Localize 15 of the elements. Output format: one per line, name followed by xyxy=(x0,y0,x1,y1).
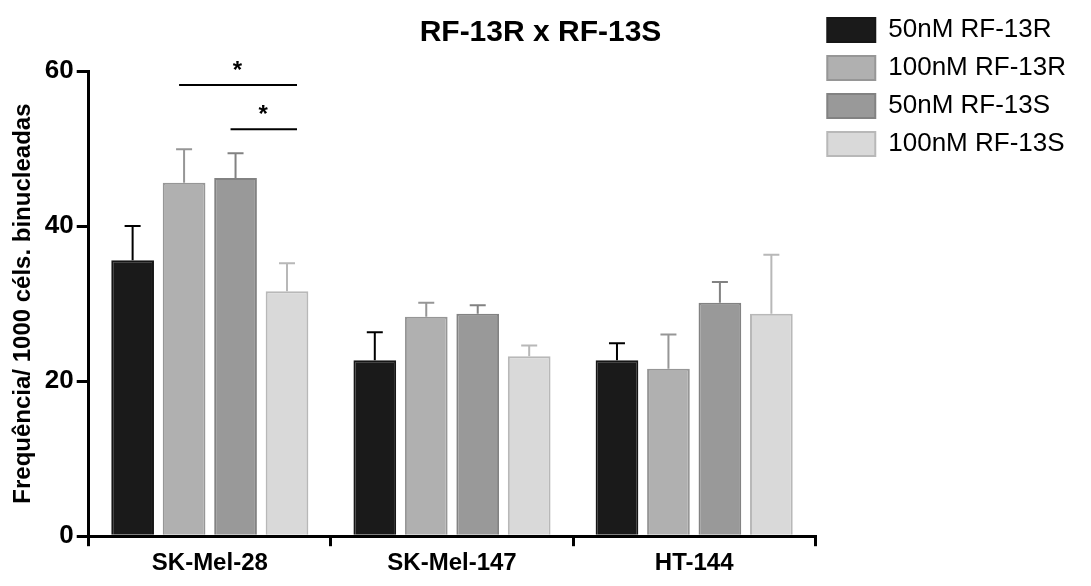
y-tick-label: 0 xyxy=(59,519,74,550)
y-tick-label: 20 xyxy=(44,364,74,395)
y-tick-label: 40 xyxy=(44,209,74,240)
x-tick-label: SK-Mel-147 xyxy=(387,548,517,576)
legend-label: 100nM RF-13R xyxy=(888,51,1066,82)
legend-label: 50nM RF-13R xyxy=(888,13,1052,44)
x-tick-label: HT-144 xyxy=(654,548,735,576)
legend-label: 50nM RF-13S xyxy=(888,89,1051,120)
chart-title: RF-13R x RF-13S xyxy=(419,14,662,48)
legend-label: 100nM RF-13S xyxy=(888,127,1065,158)
annotation: * xyxy=(258,99,269,127)
x-tick-label: SK-Mel-28 xyxy=(151,548,268,576)
y-tick-label: 60 xyxy=(44,54,74,85)
y-axis-title: Frequência/ 1000 céls. binucleadas xyxy=(8,103,36,504)
annotation: * xyxy=(232,55,243,83)
